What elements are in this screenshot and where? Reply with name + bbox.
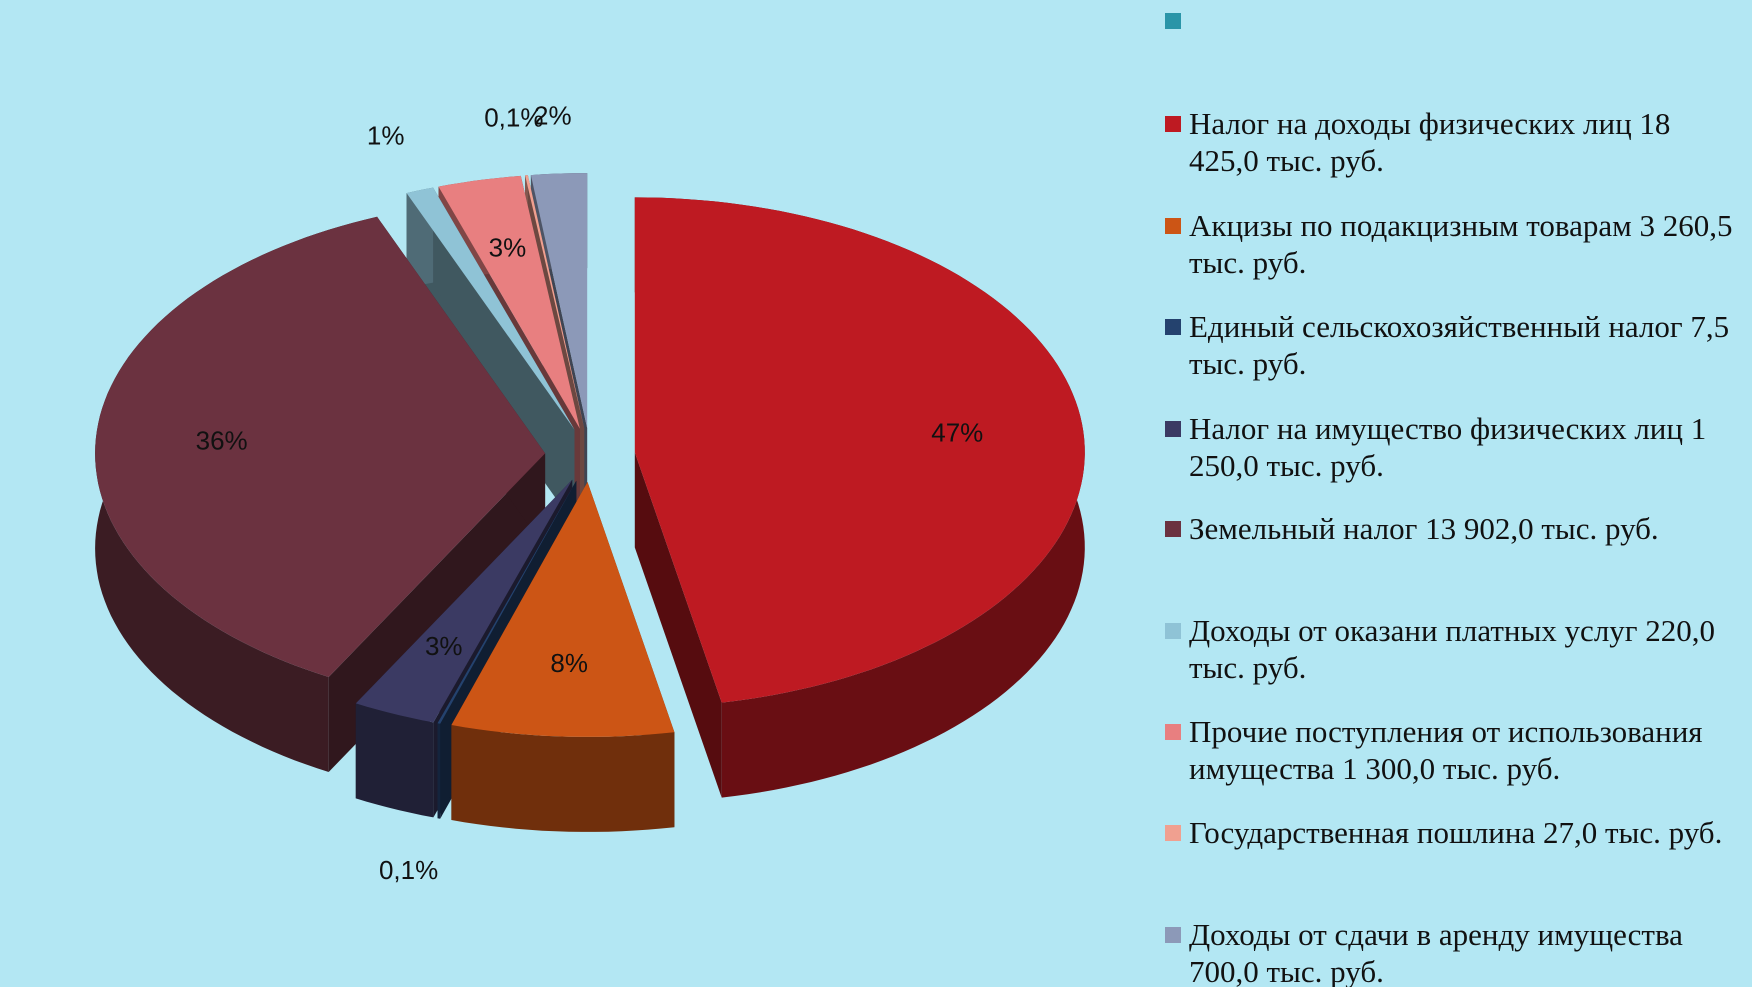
legend-item: Земельный налог 13 902,0 тыс. руб. (1165, 510, 1745, 547)
legend-label: Земельный налог 13 902,0 тыс. руб. (1189, 511, 1659, 546)
data-label: 1% (367, 120, 405, 150)
slice-wall (437, 723, 441, 819)
legend-label: Прочие поступления от использования имущ… (1189, 714, 1703, 786)
legend-swatch (1165, 319, 1181, 335)
data-label: 0,1% (484, 103, 543, 133)
slice-side (634, 452, 722, 798)
legend-item: Налог на имущество физических лиц 1 250,… (1165, 410, 1745, 484)
slice-top (530, 173, 588, 429)
legend-label: Доходы от сдачи в аренду имущества 700,0… (1189, 917, 1683, 987)
legend-swatch (1165, 825, 1181, 841)
legend-swatch (1165, 218, 1181, 234)
slice (95, 216, 546, 773)
data-label: 2% (534, 100, 572, 130)
legend-item: Государственная пошлина 27,0 тыс. руб. (1165, 814, 1745, 851)
data-label: 36% (196, 425, 248, 455)
legend-item: Налог на доходы физических лиц 18 425,0 … (1165, 105, 1745, 179)
slice-top (95, 216, 546, 678)
data-label: 8% (550, 648, 588, 678)
legend-label: Государственная пошлина 27,0 тыс. руб. (1189, 815, 1723, 850)
pie-area: 47%8%0,1%3%36%1%3%0,1%2% (95, 100, 1085, 885)
legend-item: Акцизы по подакцизным товарам 3 260,5 ты… (1165, 207, 1745, 281)
slice-top (451, 482, 675, 737)
slice (634, 197, 1085, 798)
slice-wall (355, 703, 434, 818)
slice-top (438, 175, 580, 429)
legend-label: Акцизы по подакцизным товарам 3 260,5 ты… (1189, 208, 1733, 280)
data-label: 0,1% (379, 855, 438, 885)
legend-swatch (1165, 421, 1181, 437)
legend-swatch (1165, 623, 1181, 639)
data-label: 3% (489, 233, 527, 263)
legend-item: Единый сельскохозяйственный налог 7,5 ты… (1165, 308, 1745, 382)
slice (451, 482, 675, 832)
legend-swatch (1165, 116, 1181, 132)
legend-swatch (1165, 13, 1181, 29)
legend-item: Доходы от оказани платных услуг 220,0 ты… (1165, 612, 1745, 686)
slice-top (355, 479, 573, 723)
data-label: 47% (931, 417, 983, 447)
legend-item (1165, 2, 1745, 29)
slice-top (406, 187, 575, 430)
legend-swatch (1165, 521, 1181, 537)
slice-wall (451, 725, 675, 832)
slice-top (525, 175, 585, 429)
legend-item: Прочие поступления от использования имущ… (1165, 713, 1745, 787)
slice-top (437, 480, 577, 724)
legend-item: Доходы от сдачи в аренду имущества 700,0… (1165, 916, 1745, 987)
legend-swatch (1165, 927, 1181, 943)
legend-label: Единый сельскохозяйственный налог 7,5 ты… (1189, 309, 1730, 381)
legend-swatch (1165, 724, 1181, 740)
legend-label: Налог на доходы физических лиц 18 425,0 … (1189, 106, 1671, 178)
legend-label: Налог на имущество физических лиц 1 250,… (1189, 411, 1707, 483)
legend-label: Доходы от оказани платных услуг 220,0 ты… (1189, 613, 1716, 685)
slice-top (634, 197, 1085, 703)
data-label: 3% (425, 631, 463, 661)
